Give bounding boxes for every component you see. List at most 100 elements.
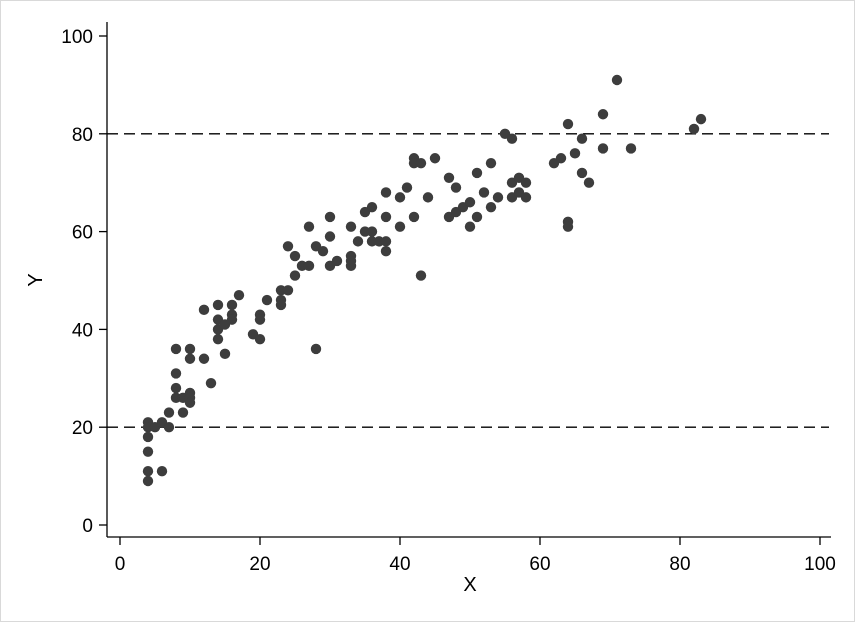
data-point (324, 231, 336, 242)
data-point (205, 377, 217, 389)
data-point (380, 211, 392, 223)
data-point (142, 446, 154, 457)
data-point (471, 167, 483, 179)
data-point (331, 255, 343, 267)
data-point (303, 260, 315, 272)
data-point (555, 153, 567, 164)
data-point (142, 466, 154, 477)
data-point (380, 236, 392, 247)
data-point (170, 368, 182, 379)
data-point (415, 270, 427, 281)
data-point (310, 343, 322, 355)
data-point (464, 197, 476, 208)
data-point (198, 353, 210, 364)
data-point (394, 221, 406, 232)
data-point (464, 221, 476, 232)
x-axis-title: X (463, 574, 476, 596)
x-tick-label: 0 (115, 554, 126, 575)
data-point (562, 118, 574, 130)
y-tick-label: 60 (72, 223, 93, 244)
data-point (170, 382, 182, 394)
data-point (394, 192, 406, 203)
data-point (226, 314, 238, 325)
data-point (597, 109, 609, 120)
data-point (184, 353, 196, 364)
data-point (184, 397, 196, 408)
data-point (485, 157, 497, 169)
data-point (289, 250, 301, 262)
data-point (352, 236, 364, 247)
data-point (226, 299, 238, 311)
data-point (625, 143, 637, 154)
data-point (282, 285, 294, 296)
data-point (478, 187, 490, 198)
data-point (429, 153, 441, 164)
data-point (254, 314, 266, 325)
y-axis-title: Y (25, 273, 47, 286)
data-point (492, 192, 504, 203)
data-point (275, 299, 287, 311)
data-point (303, 221, 315, 232)
data-point (156, 466, 168, 477)
data-point (471, 211, 483, 223)
data-point (317, 245, 329, 257)
data-point (506, 133, 518, 144)
data-point (254, 333, 266, 345)
data-point (142, 431, 154, 443)
data-point (289, 270, 301, 281)
data-point (282, 241, 294, 252)
y-tick-label: 100 (61, 27, 93, 48)
y-axis-ticks: 0 20 40 60 80 100 (61, 27, 107, 537)
data-point (695, 113, 707, 125)
data-point (520, 177, 532, 188)
data-point (212, 299, 224, 311)
x-axis-ticks: 0 20 40 60 80 100 (115, 537, 836, 575)
data-point (569, 148, 581, 159)
y-tick-label: 40 (72, 320, 93, 341)
data-point (142, 475, 154, 487)
data-point (380, 245, 392, 257)
reference-lines (107, 133, 829, 428)
data-point (366, 201, 378, 213)
data-point (345, 221, 357, 232)
x-tick-label: 60 (529, 554, 550, 575)
data-point (212, 333, 224, 345)
data-point (520, 192, 532, 203)
data-point (415, 157, 427, 169)
data-point (219, 348, 231, 360)
data-point (688, 123, 700, 135)
data-point (576, 133, 588, 144)
x-tick-label: 80 (669, 554, 690, 575)
data-point (177, 407, 189, 418)
data-point (324, 211, 336, 223)
data-point (198, 304, 210, 316)
y-tick-label: 80 (72, 125, 93, 146)
data-point (163, 407, 175, 418)
y-tick-label: 0 (82, 516, 93, 537)
x-tick-label: 20 (249, 554, 270, 575)
data-point (422, 192, 434, 203)
data-point (583, 177, 595, 188)
data-point (261, 294, 273, 306)
data-point (450, 182, 462, 193)
data-point (163, 422, 175, 433)
data-point (184, 343, 196, 355)
data-point (401, 182, 413, 193)
data-point (611, 74, 623, 86)
data-point (345, 260, 357, 272)
data-point (443, 172, 455, 184)
x-tick-label: 100 (804, 554, 836, 575)
data-points (142, 74, 707, 487)
x-tick-label: 40 (389, 554, 410, 575)
data-point (380, 187, 392, 198)
data-point (233, 289, 245, 301)
data-point (485, 201, 497, 213)
data-point (597, 143, 609, 154)
data-point (408, 211, 420, 223)
data-point (576, 167, 588, 179)
y-tick-label: 20 (72, 418, 93, 439)
data-point (170, 343, 182, 355)
data-point (366, 226, 378, 237)
